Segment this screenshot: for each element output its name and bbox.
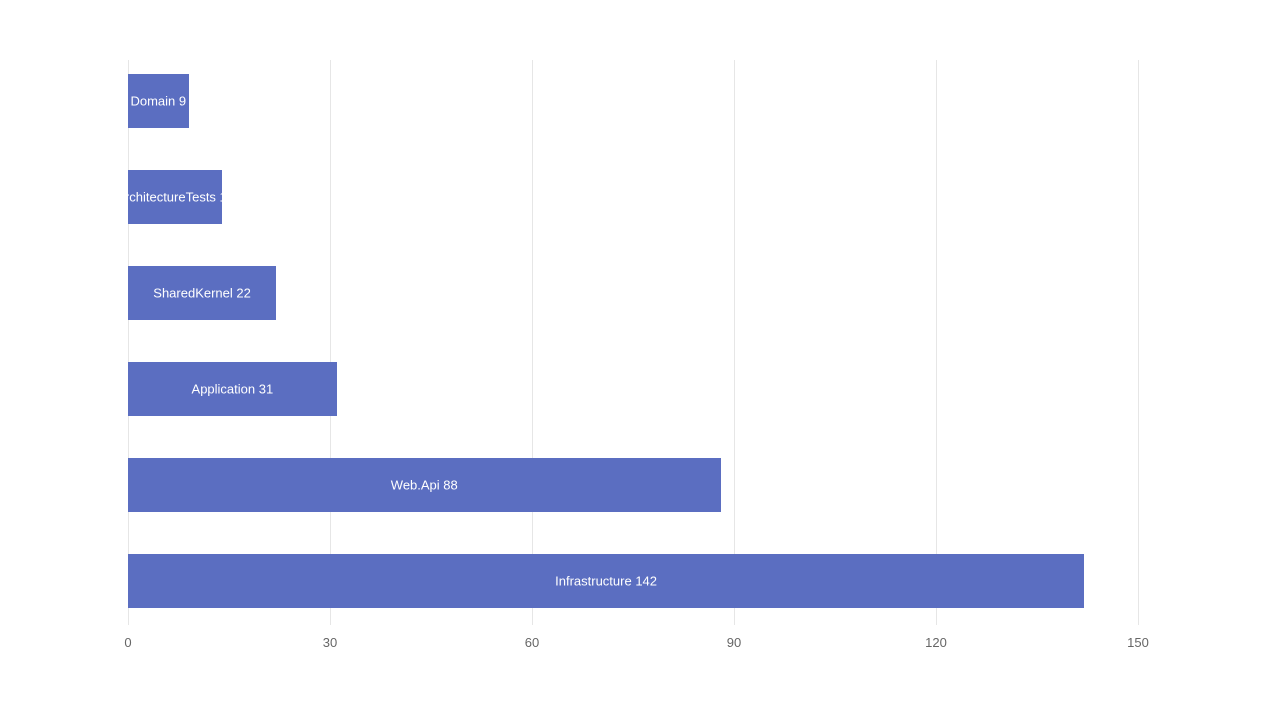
x-tick-2: 60 — [525, 635, 539, 650]
x-axis: 0 30 60 90 120 150 — [128, 625, 1138, 655]
gridline-1 — [330, 60, 331, 625]
bar-sharedkernel: SharedKernel 22 — [128, 266, 276, 320]
plot-area: Domain 9 ArchitectureTests 14 SharedKern… — [128, 60, 1138, 625]
gridline-4 — [936, 60, 937, 625]
bar-label-infrastructure: Infrastructure 142 — [555, 574, 657, 589]
bar-domain: Domain 9 — [128, 74, 189, 128]
bar-label-architecturetests: ArchitectureTests 14 — [116, 190, 234, 205]
bar-label-webapi: Web.Api 88 — [391, 478, 458, 493]
bar-infrastructure: Infrastructure 142 — [128, 554, 1084, 608]
bar-label-domain: Domain 9 — [130, 94, 186, 109]
x-tick-1: 30 — [323, 635, 337, 650]
bar-label-application: Application 31 — [192, 382, 274, 397]
bar-application: Application 31 — [128, 362, 337, 416]
gridline-0 — [128, 60, 129, 625]
gridline-2 — [532, 60, 533, 625]
x-tick-5: 150 — [1127, 635, 1149, 650]
bar-label-sharedkernel: SharedKernel 22 — [153, 286, 251, 301]
chart-container: Domain 9 ArchitectureTests 14 SharedKern… — [128, 60, 1138, 660]
gridline-5 — [1138, 60, 1139, 625]
x-tick-0: 0 — [124, 635, 131, 650]
bar-architecturetests: ArchitectureTests 14 — [128, 170, 222, 224]
gridline-3 — [734, 60, 735, 625]
x-tick-4: 120 — [925, 635, 947, 650]
bar-webapi: Web.Api 88 — [128, 458, 721, 512]
x-tick-3: 90 — [727, 635, 741, 650]
